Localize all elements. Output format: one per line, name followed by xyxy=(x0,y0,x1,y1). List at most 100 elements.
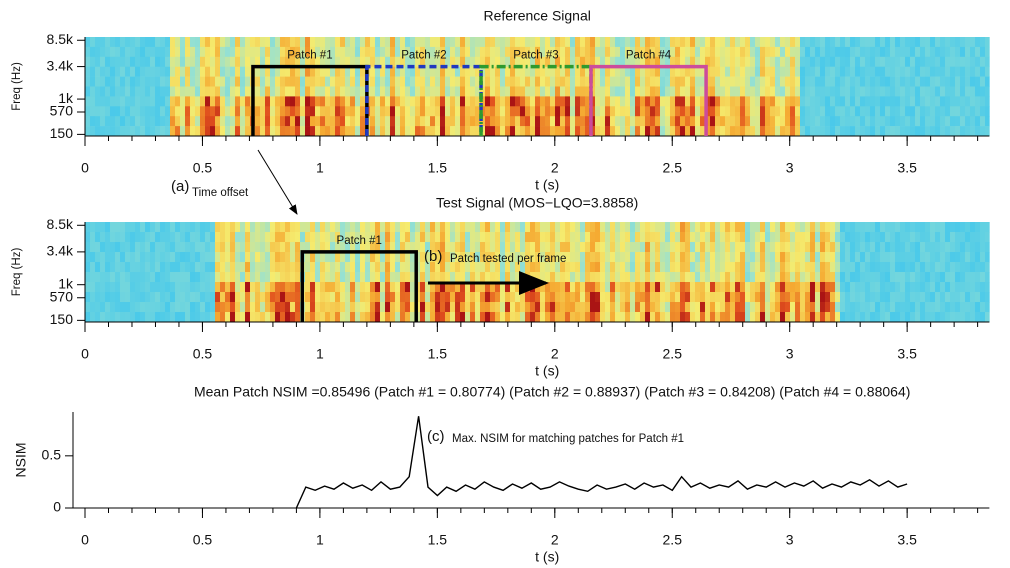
spectrogram-cell xyxy=(465,126,471,137)
spectrogram-cell xyxy=(195,252,201,263)
spectrogram-cell xyxy=(755,56,761,67)
spectrogram-cell xyxy=(870,222,876,233)
spectrogram-cell xyxy=(150,56,156,67)
spectrogram-cell xyxy=(900,76,906,87)
spectrogram-cell xyxy=(585,272,591,283)
spectrogram-cell xyxy=(200,96,206,107)
spectrogram-cell xyxy=(975,37,981,48)
spectrogram-cell xyxy=(825,76,831,87)
spectrogram-cell xyxy=(430,116,436,127)
spectrogram-cell xyxy=(710,252,716,263)
spectrogram-cell xyxy=(640,302,646,313)
spectrogram-cell xyxy=(920,56,926,67)
spectrogram-cell xyxy=(275,86,281,97)
spectrogram-cell xyxy=(585,116,591,127)
spectrogram-cell xyxy=(750,116,756,127)
spectrogram-cell xyxy=(670,272,676,283)
spectrogram-cell xyxy=(145,282,151,293)
spectrogram-cell xyxy=(660,252,666,263)
spectrogram-cell xyxy=(845,66,851,77)
spectrogram-cell xyxy=(290,312,296,323)
spectrogram-cell xyxy=(675,252,681,263)
spectrogram-cell xyxy=(650,116,656,127)
spectrogram-cell xyxy=(615,46,621,58)
spectrogram-cell xyxy=(255,312,261,323)
spectrogram-cell xyxy=(645,106,651,117)
spectrogram-cell xyxy=(295,37,301,48)
spectrogram-cell xyxy=(750,282,756,293)
spectrogram-cell xyxy=(625,86,631,97)
spectrogram-cell xyxy=(90,106,96,117)
spectrogram-cell xyxy=(710,262,716,273)
spectrogram-cell xyxy=(970,232,976,243)
spectrogram-cell xyxy=(170,86,176,97)
spectrogram-cell xyxy=(720,96,726,107)
spectrogram-cell xyxy=(395,86,401,97)
spectrogram-cell xyxy=(970,86,976,97)
spectrogram-cell xyxy=(255,56,261,67)
spectrogram-cell xyxy=(555,292,561,303)
spectrogram-cell xyxy=(140,76,146,87)
spectrogram-cell xyxy=(230,272,236,283)
spectrogram-cell xyxy=(770,312,776,323)
spectrogram-cell xyxy=(460,302,466,313)
spectrogram-cell xyxy=(545,86,551,97)
spectrogram-cell xyxy=(205,302,211,313)
spectrogram-cell xyxy=(750,262,756,273)
spectrogram-cell xyxy=(785,66,791,77)
spectrogram-cell xyxy=(510,56,516,67)
spectrogram-cell xyxy=(270,222,276,233)
spectrogram-cell xyxy=(360,76,366,87)
spectrogram-cell xyxy=(135,262,141,273)
spectrogram-cell xyxy=(645,232,651,243)
spectrogram-cell xyxy=(545,302,551,313)
spectrogram-cell xyxy=(160,272,166,283)
spectrogram-cell xyxy=(440,126,446,137)
spectrogram-cell xyxy=(725,46,731,58)
spectrogram-cell xyxy=(730,272,736,283)
spectrogram-cell xyxy=(145,46,151,58)
spectrogram-cell xyxy=(525,66,531,77)
spectrogram-cell xyxy=(460,272,466,283)
spectrogram-cell xyxy=(485,37,491,48)
spectrogram-cell xyxy=(770,282,776,293)
spectrogram-cell xyxy=(930,86,936,97)
spectrogram-cell xyxy=(970,302,976,313)
spectrogram-cell xyxy=(975,86,981,97)
spectrogram-cell xyxy=(365,46,371,58)
spectrogram-cell xyxy=(610,312,616,323)
spectrogram-cell xyxy=(545,252,551,263)
spectrogram-cell xyxy=(615,262,621,273)
spectrogram-cell xyxy=(115,66,121,77)
spectrogram-cell xyxy=(725,292,731,303)
spectrogram-cell xyxy=(760,86,766,97)
spectrogram-cell xyxy=(850,272,856,283)
spectrogram-cell xyxy=(135,96,141,107)
spectrogram-cell xyxy=(760,76,766,87)
spectrogram-cell xyxy=(140,86,146,97)
spectrogram-cell xyxy=(155,272,161,283)
spectrogram-cell xyxy=(520,302,526,313)
spectrogram-cell xyxy=(235,282,241,293)
spectrogram-cell xyxy=(125,312,131,323)
spectrogram-cell xyxy=(225,37,231,48)
spectrogram-cell xyxy=(935,252,941,263)
spectrogram-cell xyxy=(170,292,176,303)
spectrogram-cell xyxy=(575,37,581,48)
spectrogram-cell xyxy=(355,86,361,97)
spectrogram-cell xyxy=(825,96,831,107)
spectrogram-cell xyxy=(965,66,971,77)
spectrogram-cell xyxy=(155,302,161,313)
spectrogram-cell xyxy=(855,282,861,293)
spectrogram-cell xyxy=(810,56,816,67)
spectrogram-cell xyxy=(370,262,376,273)
spectrogram-cell xyxy=(130,86,136,97)
spectrogram-cell xyxy=(980,96,986,107)
spectrogram-cell xyxy=(865,37,871,48)
spectrogram-cell xyxy=(740,222,746,233)
spectrogram-cell xyxy=(100,242,106,253)
spectrogram-cell xyxy=(890,232,896,243)
spectrogram-cell xyxy=(145,86,151,97)
spectrogram-cell xyxy=(850,262,856,273)
spectrogram-cell xyxy=(600,86,606,97)
